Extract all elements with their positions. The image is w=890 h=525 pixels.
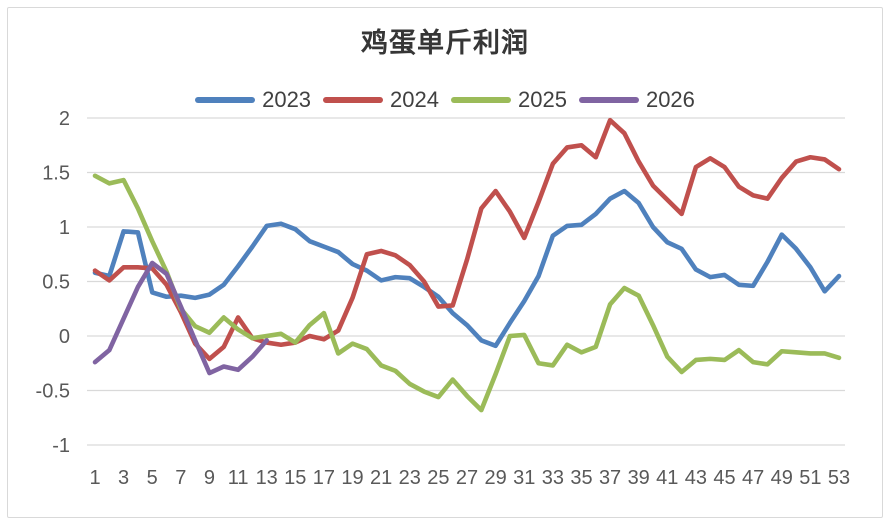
legend-label: 2026: [645, 87, 695, 112]
y-axis-tick-label: 1.5: [42, 163, 70, 185]
x-axis-tick-label: 53: [828, 467, 850, 489]
legend-item-2026: 2026: [578, 87, 695, 112]
x-axis-tick-label: 7: [175, 467, 186, 489]
x-axis-tick-label: 17: [313, 467, 335, 489]
x-axis-tick-label: 3: [118, 467, 129, 489]
x-axis-tick-label: 45: [713, 467, 735, 489]
legend-item-2025: 2025: [451, 89, 567, 111]
x-axis-tick-label: 33: [542, 467, 564, 489]
x-axis-tick-label: 37: [599, 467, 621, 489]
x-axis-tick-label: 49: [771, 467, 793, 489]
x-axis-tick-label: 9: [204, 467, 215, 489]
legend-label: 2025: [518, 87, 567, 112]
x-axis-tick-label: 1: [89, 467, 100, 489]
x-axis-tick-label: 29: [484, 467, 506, 489]
series-line-2024: [92, 117, 842, 362]
legend-label: 2023: [262, 87, 312, 112]
series-line-2025: [92, 173, 842, 413]
x-axis-tick-label: 47: [742, 467, 764, 489]
y-axis-tick-label: 0.5: [42, 272, 70, 294]
y-axis-tick-label: 2: [59, 108, 70, 130]
x-axis-tick-label: 13: [256, 467, 278, 489]
series-line-2023: [92, 188, 842, 349]
x-axis-tick-label: 31: [513, 467, 535, 489]
legend-line-swatch: [323, 97, 384, 103]
x-axis-tick-label: 43: [685, 467, 707, 489]
y-axis-tick-label: 0: [59, 326, 70, 348]
x-axis-tick-label: 35: [570, 467, 592, 489]
x-axis-tick-label: 21: [370, 467, 392, 489]
y-axis-tick-label: -1: [52, 435, 70, 457]
legend-item-2023: 2023: [195, 89, 311, 111]
legend-line-swatch: [451, 97, 511, 103]
x-axis-tick-label: 15: [284, 467, 306, 489]
x-axis-tick-label: 39: [628, 467, 650, 489]
y-axis-tick-label: 1: [59, 217, 70, 239]
legend-item-2024: 2024: [323, 89, 439, 111]
legend-label: 2024: [390, 87, 439, 112]
x-axis-tick-label: 25: [427, 467, 449, 489]
series-line-2026: [92, 260, 269, 376]
x-axis-tick-label: 5: [147, 467, 158, 489]
legend-line-swatch: [578, 97, 639, 103]
x-axis-tick-label: 27: [456, 467, 478, 489]
x-axis-tick-label: 19: [341, 467, 363, 489]
chart-legend: 2023 2024 2025 2026: [0, 89, 890, 111]
legend-line-swatch: [195, 97, 256, 103]
x-axis-tick-label: 51: [799, 467, 821, 489]
x-axis-tick-label: 11: [228, 467, 249, 489]
x-axis-tick-label: 23: [399, 467, 421, 489]
x-axis-tick-label: 41: [656, 467, 678, 489]
y-axis-tick-label: -0.5: [36, 381, 70, 403]
chart-title: 鸡蛋单斤利润: [361, 28, 529, 58]
